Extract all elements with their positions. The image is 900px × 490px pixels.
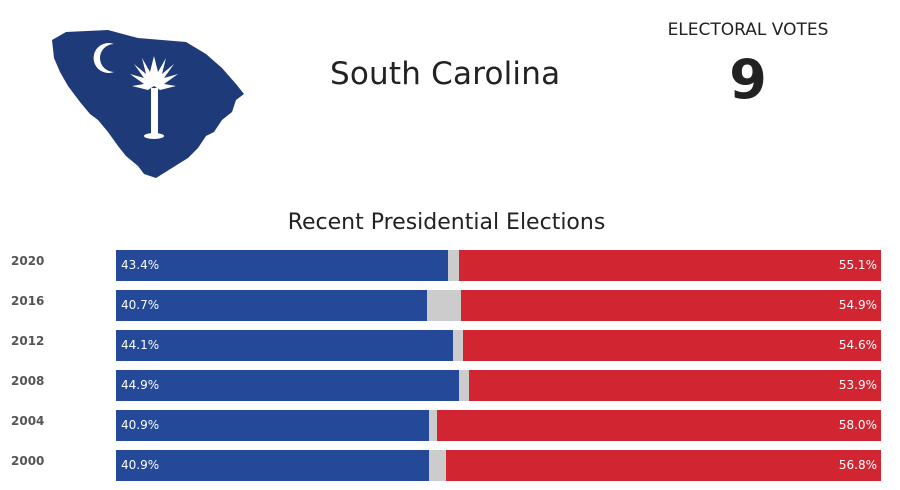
result-bar: 40.7% 54.9%	[116, 290, 881, 321]
electoral-votes-label: ELECTORAL VOTES	[667, 20, 829, 40]
republican-bar-segment: 56.8%	[446, 450, 881, 481]
crescent-icon	[93, 43, 114, 73]
result-bar: 40.9% 58.0%	[116, 410, 881, 441]
democrat-pct-label: 44.1%	[121, 338, 160, 352]
democrat-bar-segment: 40.7%	[116, 290, 428, 321]
democrat-bar-segment: 40.9%	[116, 450, 429, 481]
year-label: 2012	[11, 334, 45, 348]
democrat-pct-label: 40.9%	[121, 458, 160, 472]
other-bar-segment	[428, 450, 447, 481]
republican-bar-segment: 55.1%	[459, 250, 881, 281]
republican-pct-label: 55.1%	[838, 258, 877, 272]
democrat-pct-label: 40.9%	[121, 418, 160, 432]
election-row-2008: 2008 44.9% 53.9%	[0, 370, 900, 401]
year-label: 2004	[11, 414, 45, 428]
year-label: 2020	[11, 254, 45, 268]
democrat-pct-label: 43.4%	[121, 258, 160, 272]
result-bar: 43.4% 55.1%	[116, 250, 881, 281]
election-row-2004: 2004 40.9% 58.0%	[0, 410, 900, 441]
year-label: 2008	[11, 374, 45, 388]
year-label: 2016	[11, 294, 45, 308]
republican-bar-segment: 53.9%	[468, 370, 881, 401]
democrat-pct-label: 40.7%	[121, 298, 160, 312]
other-bar-segment	[459, 370, 469, 401]
republican-bar-segment: 54.6%	[463, 330, 881, 361]
other-bar-segment	[428, 410, 438, 441]
republican-pct-label: 58.0%	[838, 418, 877, 432]
other-bar-segment	[448, 250, 460, 281]
result-bar: 44.9% 53.9%	[116, 370, 881, 401]
state-map-icon	[46, 28, 246, 180]
election-row-2012: 2012 44.1% 54.6%	[0, 330, 900, 361]
other-bar-segment	[453, 330, 464, 361]
democrat-bar-segment: 40.9%	[116, 410, 429, 441]
democrat-pct-label: 44.9%	[121, 378, 160, 392]
democrat-bar-segment: 44.9%	[116, 370, 460, 401]
result-bar: 44.1% 54.6%	[116, 330, 881, 361]
election-row-2000: 2000 40.9% 56.8%	[0, 450, 900, 481]
palmetto-tree-icon	[130, 56, 178, 139]
democrat-bar-segment: 43.4%	[116, 250, 448, 281]
result-bar: 40.9% 56.8%	[116, 450, 881, 481]
democrat-bar-segment: 44.1%	[116, 330, 454, 361]
republican-pct-label: 56.8%	[838, 458, 877, 472]
other-bar-segment	[427, 290, 461, 321]
republican-pct-label: 53.9%	[838, 378, 877, 392]
republican-pct-label: 54.9%	[838, 298, 877, 312]
republican-pct-label: 54.6%	[838, 338, 877, 352]
state-name: South Carolina	[330, 56, 561, 92]
election-row-2020: 2020 43.4% 55.1%	[0, 250, 900, 281]
chart-title: Recent Presidential Elections	[287, 210, 606, 235]
republican-bar-segment: 58.0%	[437, 410, 881, 441]
election-row-2016: 2016 40.7% 54.9%	[0, 290, 900, 321]
republican-bar-segment: 54.9%	[461, 290, 881, 321]
year-label: 2000	[11, 454, 45, 468]
electoral-votes-count: 9	[729, 48, 767, 111]
